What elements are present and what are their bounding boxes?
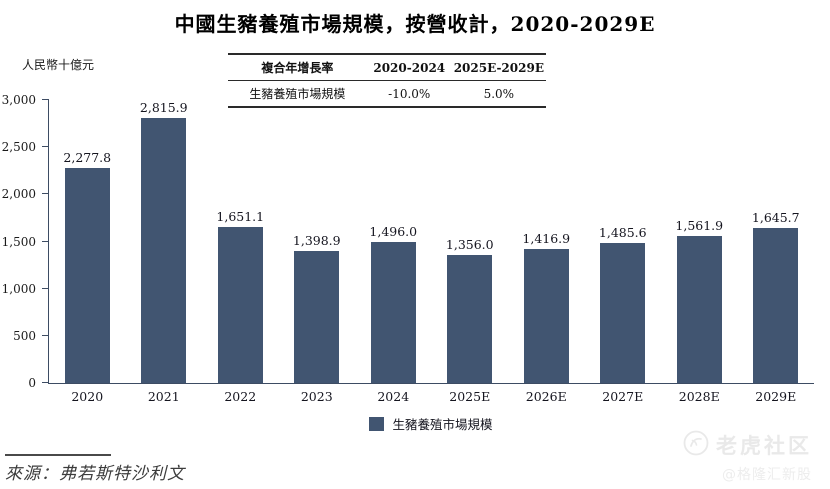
bar-slot: 2,277.8 2020 xyxy=(49,100,126,404)
bar-slot: 1,645.7 2029E xyxy=(738,100,815,404)
cagr-data-row: 生豬養殖市場規模 -10.0% 5.0% xyxy=(228,81,546,108)
bar xyxy=(447,255,493,383)
bar xyxy=(753,227,799,383)
cagr-value-period-2: 5.0% xyxy=(483,86,515,101)
bar-value-label: 1,496.0 xyxy=(369,223,418,239)
x-axis-tick-label: 2029E xyxy=(755,389,797,404)
x-axis-tick-label: 2021 xyxy=(147,389,180,404)
bar xyxy=(370,241,416,383)
bar-slot: 1,416.9 2026E xyxy=(508,100,585,404)
x-axis-tick-label: 2025E xyxy=(449,389,491,404)
y-axis-tick-mark xyxy=(42,334,49,336)
source-text: 來源：弗若斯特沙利文 xyxy=(5,464,185,484)
tiger-logo-icon xyxy=(683,430,709,460)
legend-swatch xyxy=(369,416,385,431)
x-axis-tick-label: 2023 xyxy=(300,389,333,404)
bar-value-label: 1,416.9 xyxy=(522,231,571,247)
bar-value-label: 1,485.6 xyxy=(598,224,647,240)
plot-area: 2,277.8 2020 2,815.9 2021 1,651.1 2022 1,398.9… xyxy=(42,99,815,404)
bar-slot: 1,561.9 2028E xyxy=(661,100,738,404)
watermark: 老虎社区 @格隆汇新股 xyxy=(683,430,812,484)
cagr-row-label: 生豬養殖市場規模 xyxy=(249,87,346,101)
cagr-table: 複合年增長率 2020-2024 2025E-2029E 生豬養殖市場規模 -1… xyxy=(228,53,546,108)
bar xyxy=(217,227,263,383)
x-axis-tick-label: 2020 xyxy=(71,389,104,404)
bar-slot: 1,398.9 2023 xyxy=(279,100,356,404)
bar-value-label: 1,561.9 xyxy=(675,217,724,233)
cagr-value-period-1: -10.0% xyxy=(388,86,431,101)
cagr-header-row: 複合年增長率 2020-2024 2025E-2029E xyxy=(228,54,546,81)
bar-slot: 2,815.9 2021 xyxy=(126,100,203,404)
bar-value-label: 1,398.9 xyxy=(292,233,341,249)
y-axis-labels: 0 500 1,000 1,500 2,000 2,500 3,000 xyxy=(0,93,42,390)
bar-value-label: 2,277.8 xyxy=(63,150,112,166)
bars-row: 2,277.8 2020 2,815.9 2021 1,651.1 2022 1,398.9… xyxy=(49,100,815,404)
y-axis-tick-mark xyxy=(42,193,49,195)
y-axis-tick-label: 2,000 xyxy=(1,187,36,202)
x-axis-tick-label: 2022 xyxy=(224,389,257,404)
legend: 生豬養殖市場規模 xyxy=(48,414,814,433)
cagr-header-period-2: 2025E-2029E xyxy=(451,54,546,81)
bar xyxy=(523,249,569,383)
bar-slot: 1,651.1 2022 xyxy=(202,100,279,404)
cagr-header-period-1: 2020-2024 xyxy=(366,54,452,81)
y-axis-unit-label: 人民幣十億元 xyxy=(22,58,95,72)
x-axis-tick-label: 2024 xyxy=(377,389,410,404)
x-axis-tick-label: 2027E xyxy=(602,389,644,404)
bar-value-label: 1,651.1 xyxy=(216,209,265,225)
cagr-header-metric: 複合年增長率 xyxy=(228,54,367,81)
y-axis-tick-mark xyxy=(42,99,49,100)
bar-value-label: 2,815.9 xyxy=(139,100,188,115)
bar xyxy=(141,118,187,383)
y-axis-tick-label: 1,500 xyxy=(1,234,36,249)
bar-value-label: 1,356.0 xyxy=(445,237,494,253)
legend-label: 生豬養殖市場規模 xyxy=(392,417,493,432)
watermark-community-name: 老虎社区 xyxy=(716,434,812,458)
bar xyxy=(600,242,646,383)
y-axis-tick-mark xyxy=(42,146,49,148)
x-axis-tick-label: 2028E xyxy=(678,389,720,404)
y-axis-tick-label: 3,000 xyxy=(1,93,36,107)
y-axis-tick-label: 1,000 xyxy=(1,281,36,296)
bar-slot: 1,356.0 2025E xyxy=(432,100,509,404)
x-axis-tick-label: 2026E xyxy=(525,389,567,404)
bar xyxy=(676,235,722,383)
bar xyxy=(294,251,340,383)
watermark-logo-row: 老虎社区 xyxy=(683,430,812,460)
source-divider xyxy=(5,454,111,456)
chart-title: 中國生豬養殖市場規模，按營收計，2020-2029E xyxy=(174,12,656,36)
bar-slot: 1,485.6 2027E xyxy=(585,100,662,404)
bar-value-label: 1,645.7 xyxy=(751,209,800,225)
bar-slot: 1,496.0 2024 xyxy=(355,100,432,404)
bar xyxy=(64,168,110,383)
y-axis-tick-mark xyxy=(42,240,49,242)
y-axis-tick-mark xyxy=(42,382,49,383)
y-axis-tick-mark xyxy=(42,287,49,289)
watermark-handle: @格隆汇新股 xyxy=(722,467,812,483)
y-axis-tick-label: 0 xyxy=(28,376,36,390)
y-axis-tick-label: 500 xyxy=(13,328,36,343)
y-axis-tick-label: 2,500 xyxy=(1,140,36,155)
